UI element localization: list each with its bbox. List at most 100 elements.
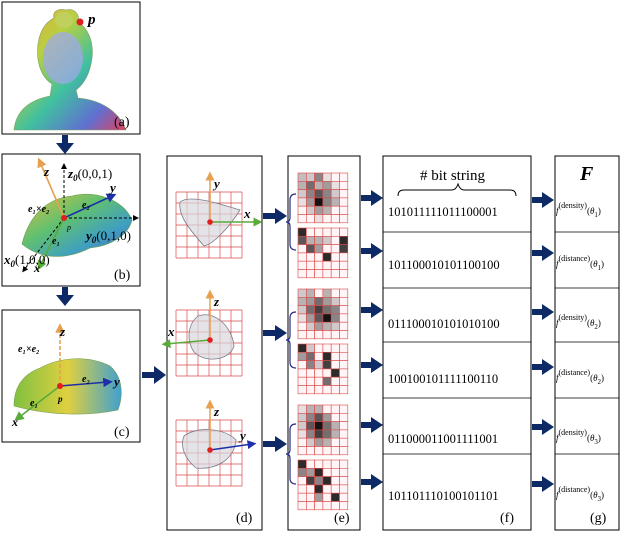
grid-cell xyxy=(305,189,315,199)
panel-f-label: (f) xyxy=(500,511,514,526)
feature-kind: (distance) xyxy=(559,368,591,377)
grid-cell xyxy=(322,252,332,262)
grid-cell xyxy=(297,446,307,456)
grid-cell xyxy=(305,269,315,279)
panel-a-label: (a) xyxy=(114,115,130,130)
panel-b: z0(0,0,1) y0(0,1,0) x0(1,0,0) z y x e₁×e… xyxy=(1,153,141,287)
grid-cell xyxy=(314,236,324,245)
grid-cell xyxy=(305,313,315,323)
grid-cell xyxy=(330,376,340,386)
svg-text:x0(1,0,0): x0(1,0,0) xyxy=(3,252,50,269)
feature-f: f xyxy=(556,490,560,500)
grid-cell xyxy=(314,181,324,190)
grid-cell xyxy=(322,330,332,340)
grid-cell xyxy=(305,205,315,215)
grid-cell xyxy=(305,467,315,477)
grid-cell xyxy=(339,459,349,469)
grid-cell xyxy=(330,360,340,370)
horizontal-axis xyxy=(161,339,211,349)
F-title: F xyxy=(579,163,594,185)
feature-label: f(density)(θ3) xyxy=(556,428,601,446)
grid-cell xyxy=(330,197,340,207)
feature-theta: θ xyxy=(590,433,595,443)
grid-cell xyxy=(330,313,340,323)
arrow-e-to-f xyxy=(361,474,383,490)
feature-label: f(distance)(θ1) xyxy=(556,254,604,272)
grid-cell xyxy=(314,205,324,215)
grid-cell xyxy=(330,467,340,477)
point-p-marker xyxy=(207,337,213,343)
grid-cell xyxy=(322,446,332,456)
grid-cell xyxy=(322,484,332,494)
panel-f: # bit string 101011111011100001 101100010… xyxy=(382,155,532,531)
panel-c: z y x e₁×e₂ e₂ e₁ p (c) xyxy=(1,309,141,443)
grid-cell xyxy=(305,368,315,378)
z0-subscript: 0 xyxy=(73,173,78,183)
feature-index: 3 xyxy=(597,495,601,503)
p-label-b: p xyxy=(66,223,71,232)
x-label-b: x xyxy=(33,261,40,275)
y0-coord: (0,1,0) xyxy=(96,228,131,243)
grid-cell xyxy=(322,236,332,245)
horizontal-axis-label: x xyxy=(243,206,251,221)
arrow-e-to-f xyxy=(361,417,383,433)
grid-cell xyxy=(314,446,324,456)
grid-cell xyxy=(322,376,332,386)
grid-cell xyxy=(322,313,332,323)
voxel-grid xyxy=(297,343,349,395)
grid-cell xyxy=(297,459,307,469)
grid-cell xyxy=(297,181,307,190)
grid-cell xyxy=(297,368,307,378)
grid-cell xyxy=(330,412,340,422)
grid-cell xyxy=(339,236,349,245)
arrow-f-to-g xyxy=(532,419,554,435)
x0-coord: (1,0,0) xyxy=(15,252,50,267)
grid-cell xyxy=(339,313,349,323)
projection-view: yx xyxy=(175,171,263,259)
grid-cell xyxy=(322,260,332,270)
bust-mesh-image xyxy=(13,9,127,131)
grid-cell xyxy=(322,244,332,254)
grid-cell xyxy=(322,227,332,237)
grid-cell xyxy=(305,197,315,207)
grid-cell xyxy=(297,260,307,270)
feature-label: f(distance)(θ3) xyxy=(556,485,604,503)
grid-cell xyxy=(297,236,307,245)
grid-cell xyxy=(305,172,315,182)
grid-cell xyxy=(297,421,307,431)
grid-cell xyxy=(339,244,349,254)
grid-cell xyxy=(297,492,307,502)
grid-cell xyxy=(305,351,315,361)
voxel-grid xyxy=(297,172,349,224)
bit-string: 101101110100101101 xyxy=(388,489,499,503)
grid-cell xyxy=(330,421,340,431)
point-p-label: p xyxy=(86,12,96,28)
e2-label-b: e₂ xyxy=(82,200,90,211)
grid-cell xyxy=(330,459,340,469)
z-axis-b xyxy=(37,157,65,219)
grid-cell xyxy=(314,421,324,431)
grid-cell xyxy=(305,360,315,370)
grid-cell xyxy=(330,269,340,279)
grid-cell xyxy=(314,376,324,386)
grid-cell xyxy=(330,181,340,190)
grid-cell xyxy=(322,421,332,431)
grid-cell xyxy=(305,501,315,511)
arrow-a-to-b xyxy=(56,135,74,154)
grid-cell xyxy=(314,476,324,486)
grid-cell xyxy=(339,214,349,224)
bit-string: 011100010101010100 xyxy=(388,317,500,331)
feature-label: f(density)(θ2) xyxy=(556,313,601,331)
arrow-f-to-g xyxy=(532,245,554,261)
grid-cell xyxy=(297,205,307,215)
grid-cell xyxy=(314,404,324,414)
grid-cell xyxy=(322,305,332,315)
grid-cell xyxy=(314,343,324,353)
feature-theta: θ xyxy=(590,206,595,216)
grid-cell xyxy=(297,467,307,477)
grid-cell xyxy=(297,484,307,494)
grid-cell xyxy=(322,296,332,306)
grid-cell xyxy=(314,459,324,469)
grid-cell xyxy=(322,385,332,395)
grid-cell xyxy=(322,181,332,190)
